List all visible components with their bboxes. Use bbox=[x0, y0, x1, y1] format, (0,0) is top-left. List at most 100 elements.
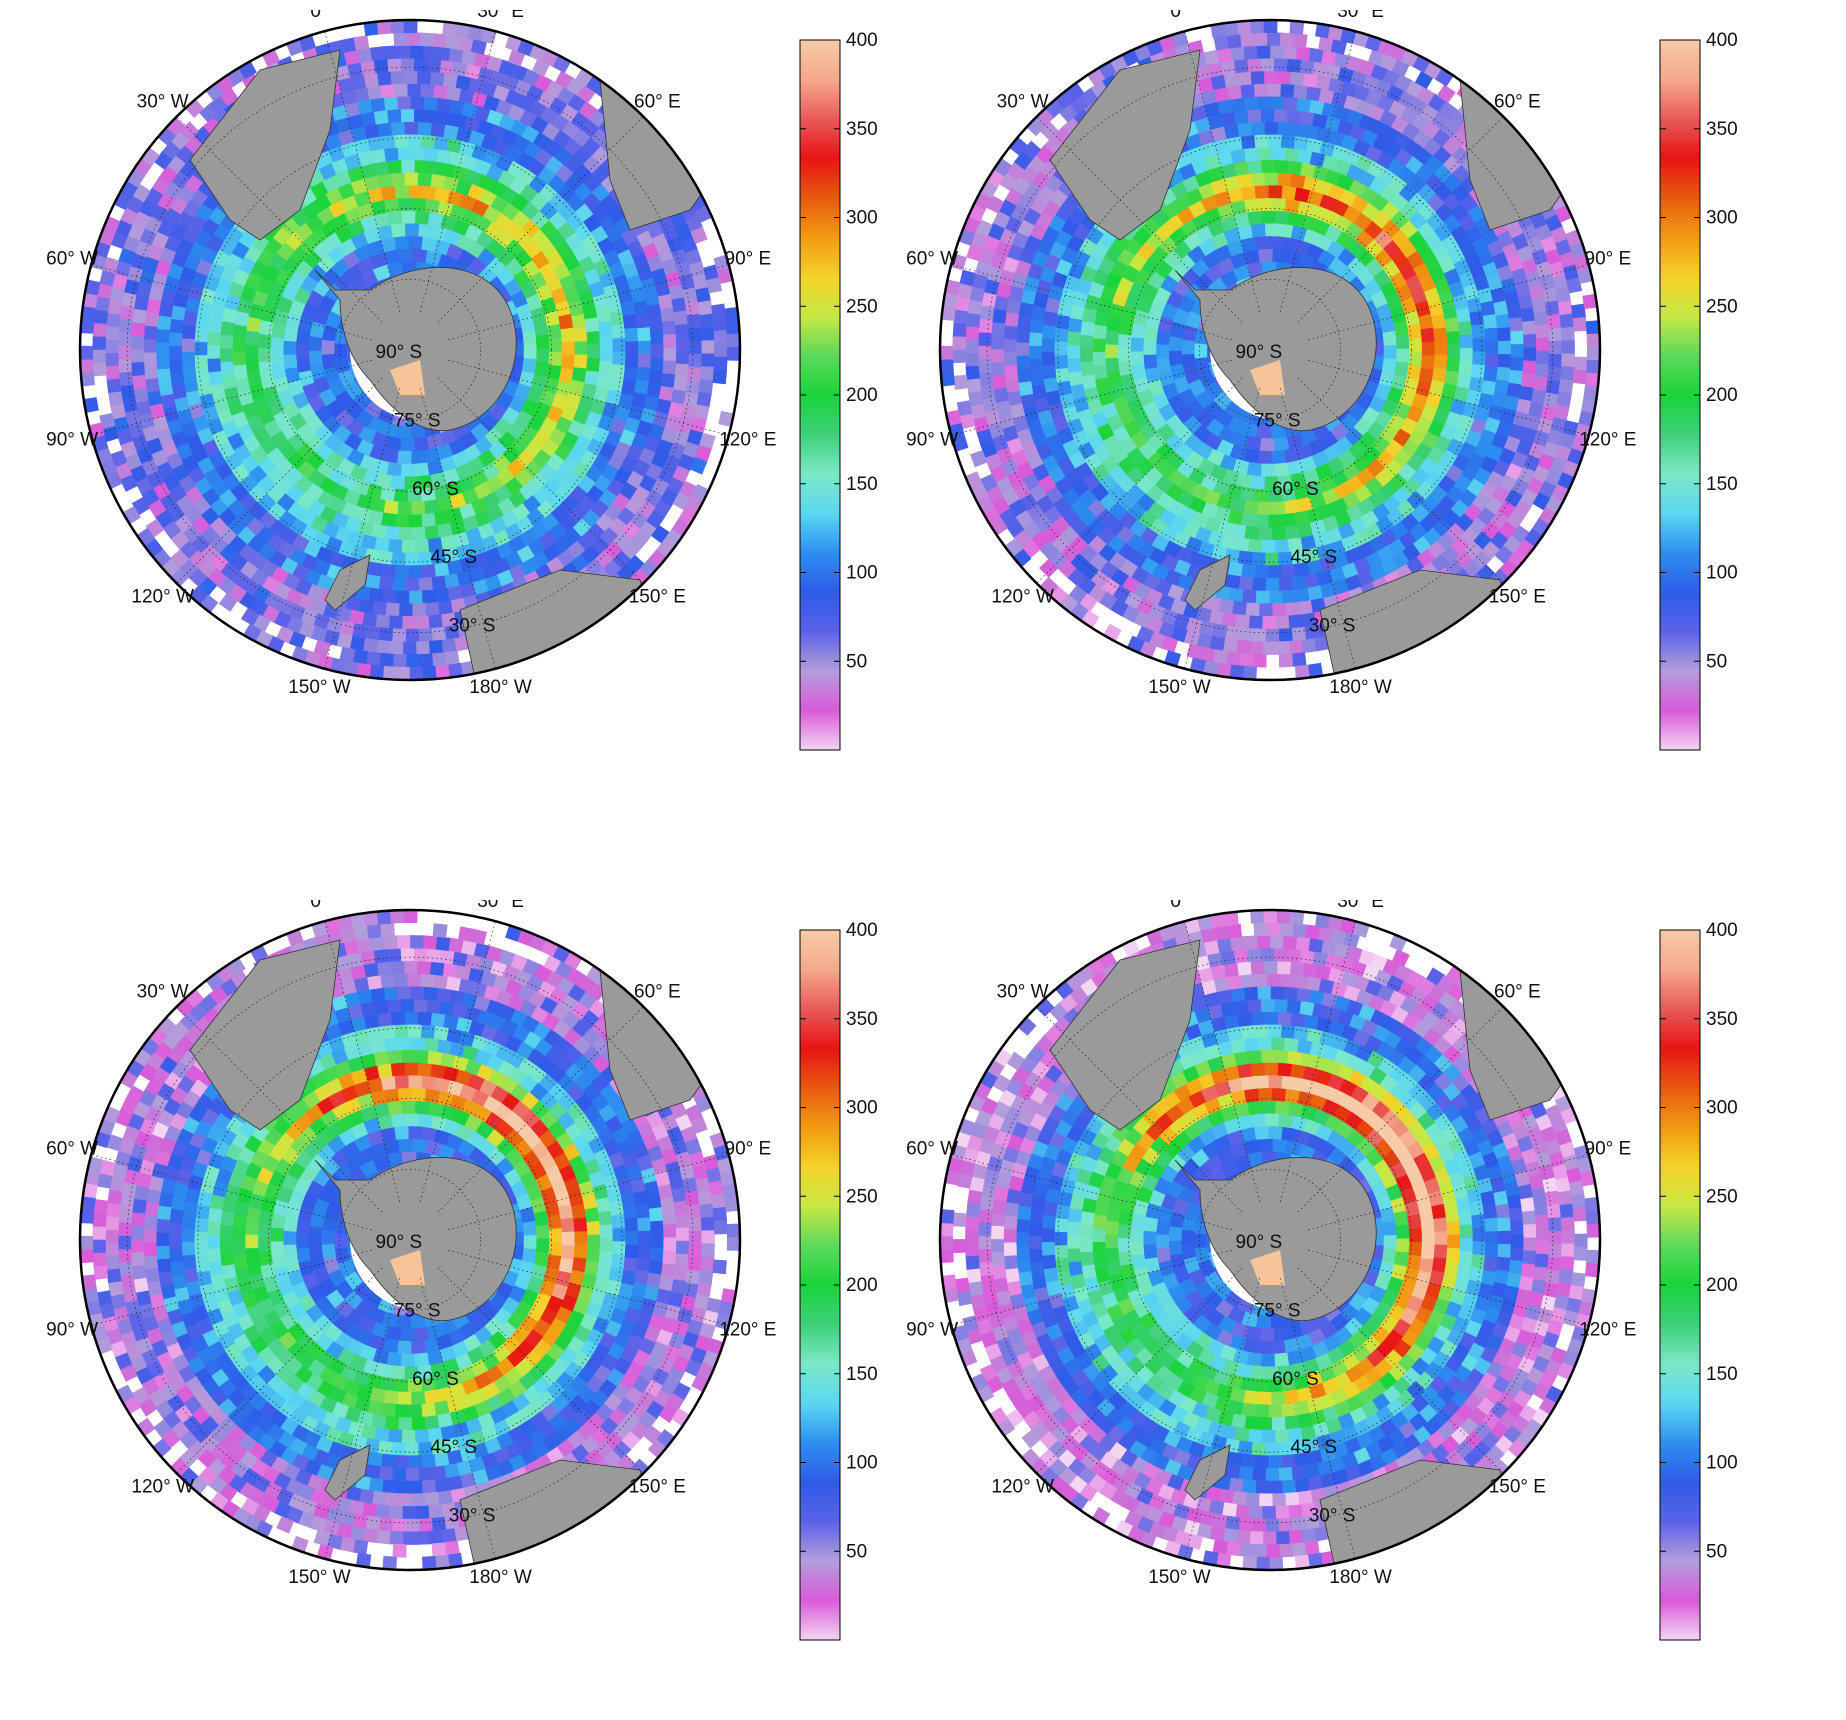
latitude-label: 75° S bbox=[1254, 411, 1301, 432]
longitude-label: 60° W bbox=[906, 1138, 958, 1159]
latitude-label: 45° S bbox=[1290, 547, 1337, 568]
longitude-line bbox=[176, 377, 383, 584]
colorbar-tick-label: 150 bbox=[1706, 474, 1738, 495]
longitude-line bbox=[1036, 377, 1243, 584]
latitude-label: 75° S bbox=[394, 1301, 441, 1322]
latitude-circle bbox=[986, 956, 1554, 1524]
polar-map-3: 30° W 0° 30° E 60° E 90° E 120° E 150° E 180° W… bbox=[46, 900, 878, 1641]
longitude-line bbox=[1184, 388, 1261, 669]
longitude-label: 90° W bbox=[46, 430, 98, 451]
longitude-label: 30° E bbox=[477, 10, 524, 22]
south-america-landmass bbox=[189, 49, 341, 241]
longitude-label: 90° E bbox=[725, 1138, 772, 1159]
map-panel-1: 30° W 0° 30° E 60° E 90° E 120° E 150° E 180° W… bbox=[40, 10, 940, 830]
data-grid bbox=[940, 20, 1600, 680]
colorbar-tick-label: 250 bbox=[1706, 296, 1738, 317]
longitude-line bbox=[324, 1278, 401, 1559]
colorbar-tick-label: 50 bbox=[1706, 1541, 1727, 1562]
longitude-line bbox=[1184, 1278, 1261, 1559]
longitude-label: 30° W bbox=[997, 92, 1049, 113]
longitude-label: 0° bbox=[310, 10, 328, 22]
longitude-label: 0° bbox=[1170, 10, 1188, 22]
colorbar-tick-label: 300 bbox=[846, 1098, 878, 1119]
latitude-label: 30° S bbox=[449, 1505, 496, 1526]
latitude-circle bbox=[338, 278, 482, 422]
longitude-line bbox=[951, 264, 1232, 341]
colorbar-tick-label: 150 bbox=[846, 474, 878, 495]
longitude-label: 120° E bbox=[719, 430, 776, 451]
longitude-label: 150° E bbox=[629, 586, 686, 607]
latitude-label: 45° S bbox=[430, 547, 477, 568]
colorbar-tick-label: 300 bbox=[846, 208, 878, 229]
latitude-label: 60° S bbox=[412, 479, 459, 500]
colorbar-tick-label: 350 bbox=[1706, 119, 1738, 140]
latitude-circle bbox=[1057, 1027, 1483, 1453]
longitude-label: 180° W bbox=[1329, 677, 1392, 698]
longitude-line bbox=[1279, 1278, 1356, 1559]
latitude-label: 30° S bbox=[1309, 615, 1356, 636]
map-panel-2: 30° W 0° 30° E 60° E 90° E 120° E 150° E 180° W… bbox=[900, 10, 1800, 830]
latitude-circle bbox=[126, 956, 694, 1524]
colorbar-tick-label: 200 bbox=[846, 385, 878, 406]
longitude-label: 150° E bbox=[1489, 586, 1546, 607]
latitude-circle bbox=[268, 208, 552, 492]
longitude-line bbox=[1036, 1267, 1243, 1474]
map-frame bbox=[938, 18, 1602, 682]
longitude-line bbox=[324, 31, 401, 312]
latitude-circle bbox=[268, 1098, 552, 1382]
colorbar-tick-label: 350 bbox=[846, 119, 878, 140]
south-america-landmass bbox=[189, 939, 341, 1131]
latitude-label: 90° S bbox=[1236, 342, 1283, 363]
south-america-landmass bbox=[1049, 49, 1201, 241]
latitude-label: 75° S bbox=[394, 411, 441, 432]
latitude-label: 90° S bbox=[376, 1232, 423, 1253]
colorbar-tick-label: 400 bbox=[1706, 30, 1738, 51]
longitude-label: 30° W bbox=[137, 982, 189, 1003]
polar-map-2: 30° W 0° 30° E 60° E 90° E 120° E 150° E 180° W… bbox=[906, 10, 1738, 751]
south-america-landmass bbox=[1049, 939, 1201, 1131]
latitude-circle bbox=[197, 137, 623, 563]
colorbar-tick-label: 100 bbox=[1706, 1453, 1738, 1474]
longitude-line bbox=[324, 388, 401, 669]
longitude-line bbox=[324, 921, 401, 1202]
longitude-label: 60° E bbox=[634, 92, 681, 113]
longitude-line bbox=[419, 921, 496, 1202]
latitude-circle bbox=[1198, 1168, 1342, 1312]
longitude-line bbox=[1297, 1006, 1504, 1213]
longitude-line bbox=[91, 264, 372, 341]
colorbar-tick-label: 300 bbox=[1706, 1098, 1738, 1119]
longitude-label: 60° E bbox=[1494, 92, 1541, 113]
latitude-circle bbox=[338, 1168, 482, 1312]
colorbar-tick-label: 100 bbox=[846, 1453, 878, 1474]
longitude-label: 30° W bbox=[137, 92, 189, 113]
longitude-label: 150° E bbox=[629, 1476, 686, 1497]
longitude-label: 150° W bbox=[288, 1567, 351, 1588]
longitude-line bbox=[1279, 31, 1356, 312]
longitude-label: 60° E bbox=[634, 982, 681, 1003]
longitude-line bbox=[1279, 921, 1356, 1202]
latitude-label: 60° S bbox=[1272, 479, 1319, 500]
polar-map-4: 30° W 0° 30° E 60° E 90° E 120° E 150° E 180° W… bbox=[906, 900, 1738, 1641]
longitude-line bbox=[1308, 264, 1589, 341]
longitude-line bbox=[1036, 116, 1243, 323]
longitude-line bbox=[951, 1249, 1232, 1326]
longitude-label: 90° E bbox=[1585, 1138, 1632, 1159]
polar-map-1: 30° W 0° 30° E 60° E 90° E 120° E 150° E 180° W… bbox=[46, 10, 878, 751]
longitude-label: 30° E bbox=[1337, 10, 1384, 22]
longitude-label: 150° E bbox=[1489, 1476, 1546, 1497]
longitude-line bbox=[448, 264, 729, 341]
longitude-label: 180° W bbox=[469, 1567, 532, 1588]
longitude-line bbox=[419, 388, 496, 669]
longitude-line bbox=[448, 1154, 729, 1231]
colorbar-tick-label: 300 bbox=[1706, 208, 1738, 229]
longitude-line bbox=[176, 1267, 383, 1474]
colorbar-tick-label: 50 bbox=[846, 1541, 867, 1562]
longitude-line bbox=[437, 1006, 644, 1213]
colorbar-tick-label: 150 bbox=[1706, 1364, 1738, 1385]
ice-shelf bbox=[1250, 360, 1285, 395]
longitude-line bbox=[91, 1249, 372, 1326]
longitude-line bbox=[91, 1154, 372, 1231]
longitude-label: 180° W bbox=[1329, 1567, 1392, 1588]
colorbar-tick-label: 200 bbox=[846, 1275, 878, 1296]
longitude-label: 120° W bbox=[131, 1476, 194, 1497]
